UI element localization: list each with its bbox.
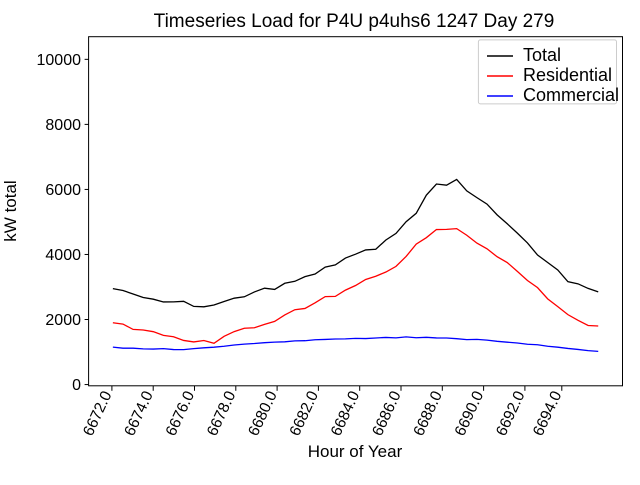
svg-text:10000: 10000 — [37, 52, 82, 69]
svg-text:4000: 4000 — [45, 247, 81, 264]
svg-text:8000: 8000 — [45, 117, 81, 134]
svg-text:6000: 6000 — [45, 182, 81, 199]
svg-text:kW total: kW total — [1, 180, 20, 241]
svg-text:Residential: Residential — [523, 65, 612, 85]
svg-text:Hour of Year: Hour of Year — [308, 442, 403, 461]
svg-text:0: 0 — [72, 377, 81, 394]
svg-text:2000: 2000 — [45, 312, 81, 329]
svg-text:Timeseries Load for P4U p4uhs6: Timeseries Load for P4U p4uhs6 1247 Day … — [154, 11, 555, 32]
svg-text:Total: Total — [523, 45, 561, 65]
svg-text:Commercial: Commercial — [523, 85, 619, 105]
